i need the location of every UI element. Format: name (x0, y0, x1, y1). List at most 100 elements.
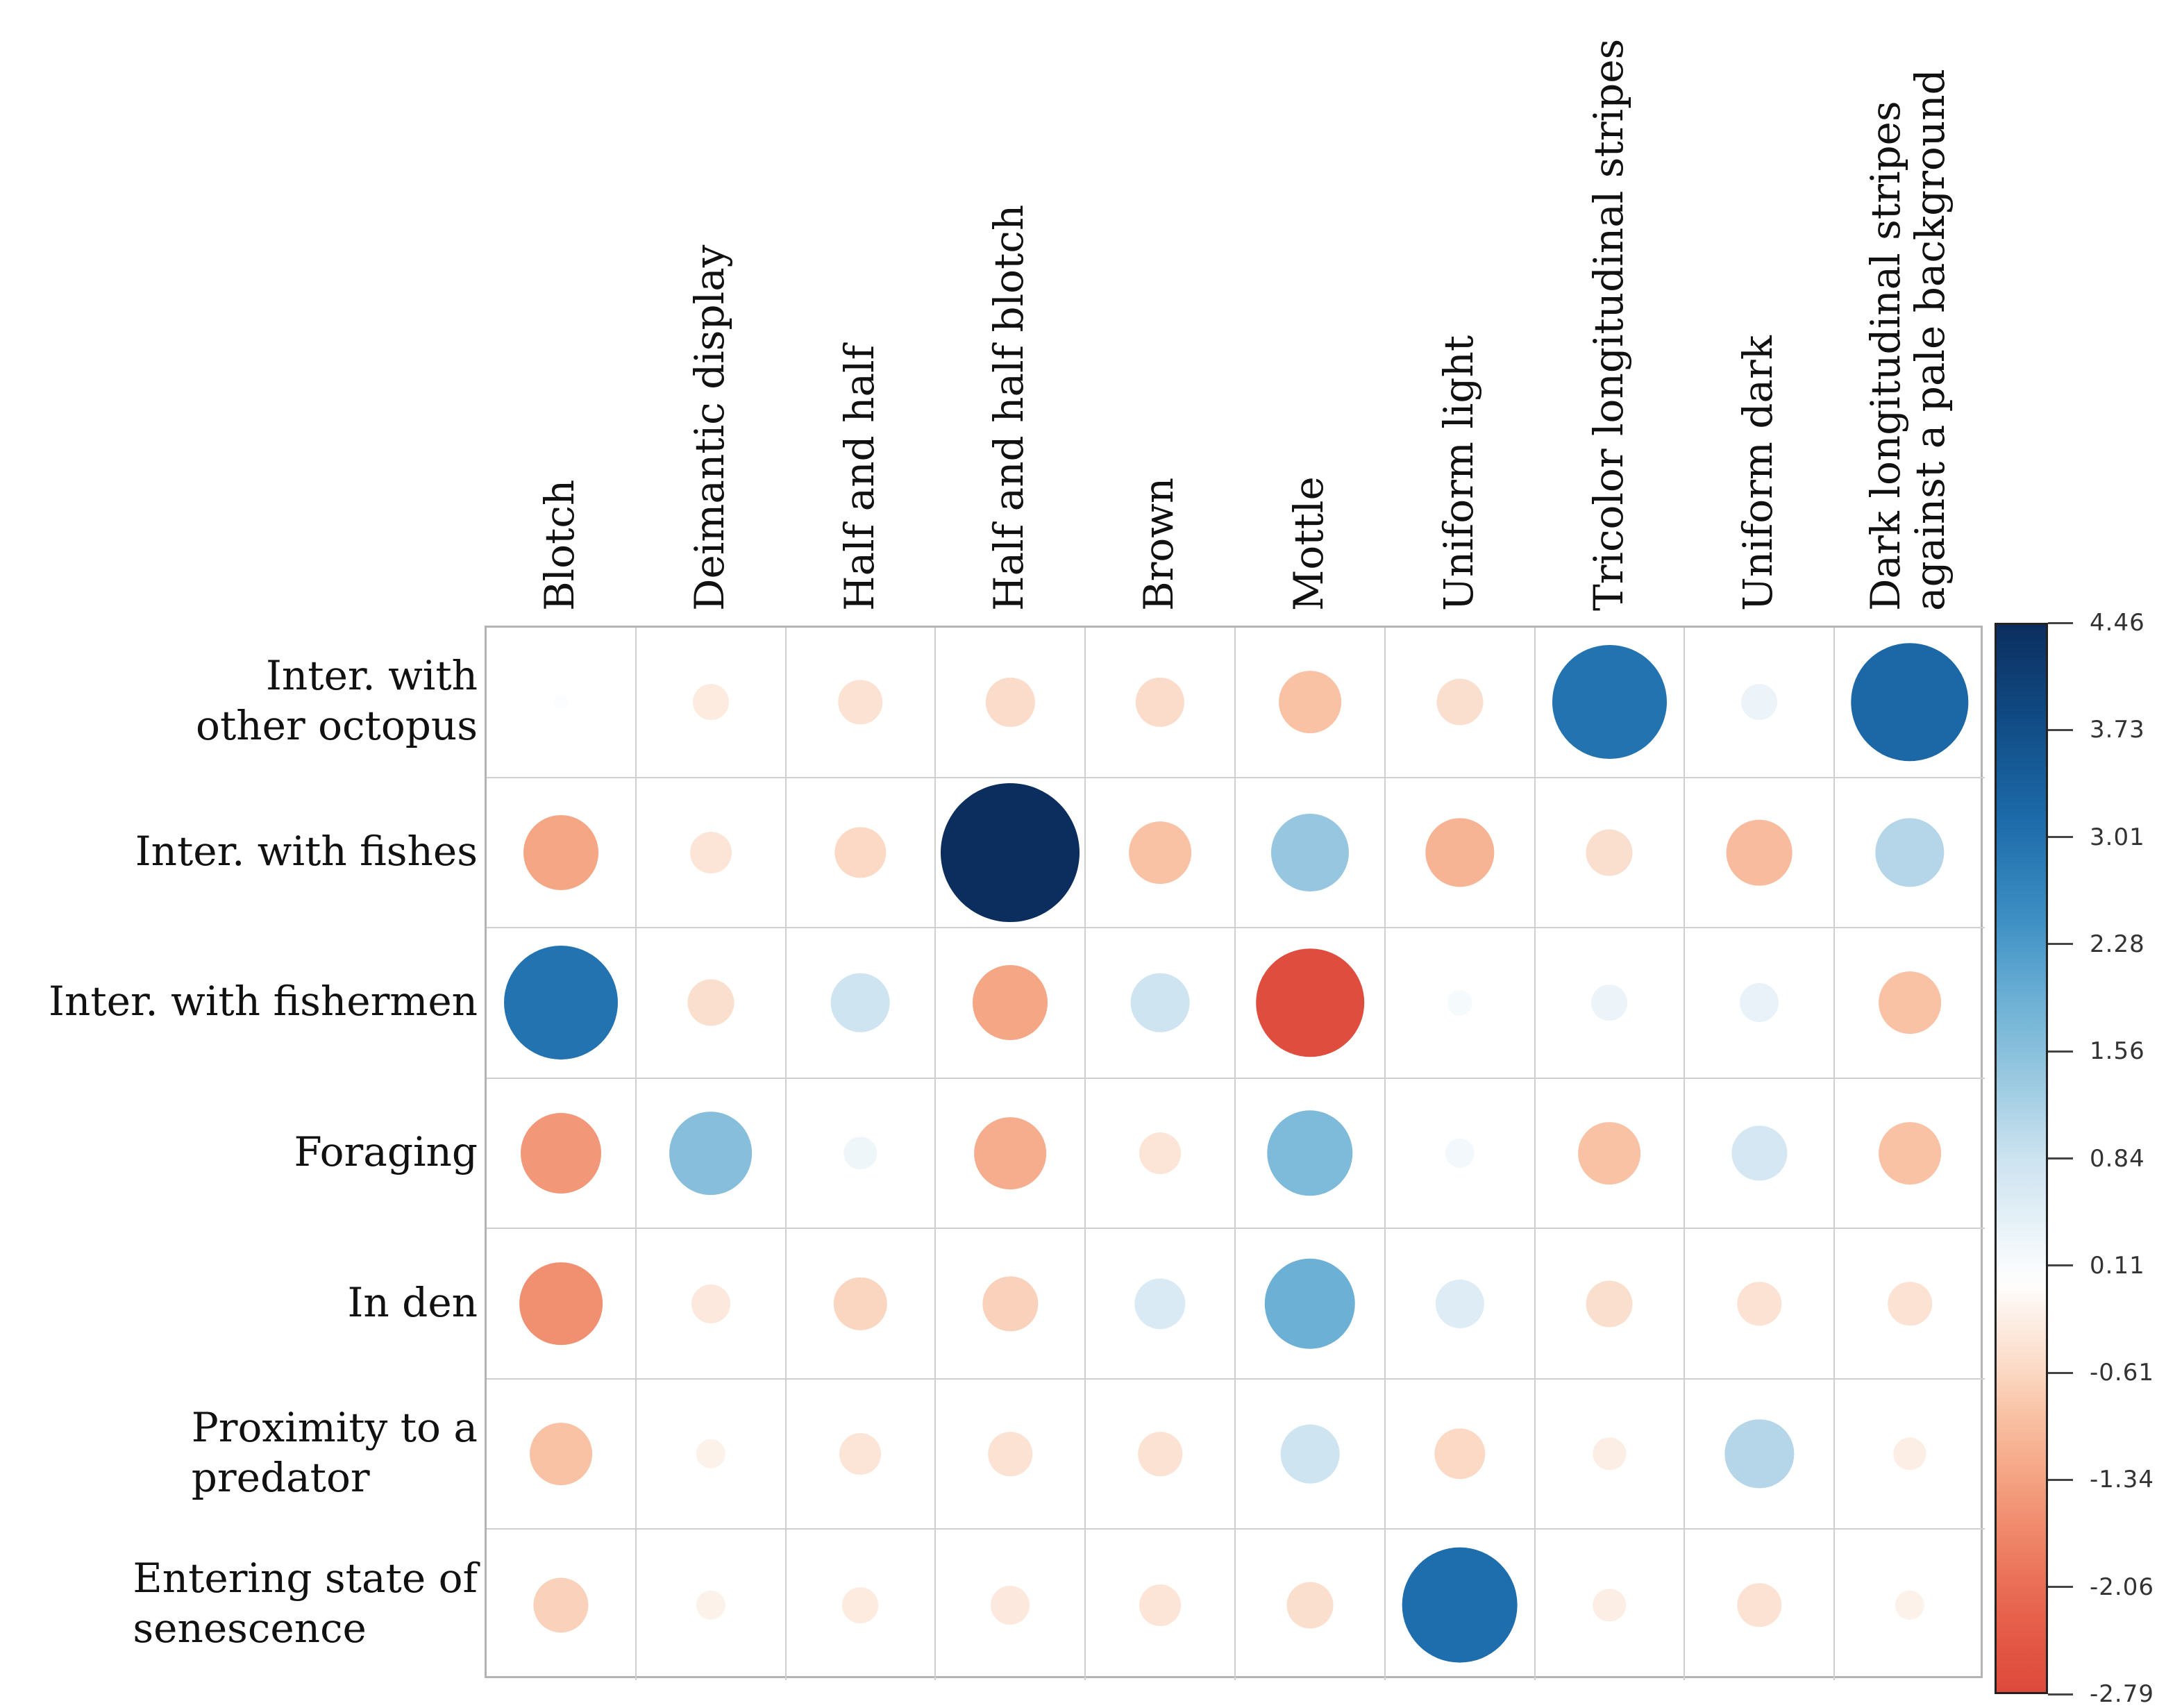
value-bubble (1435, 1279, 1484, 1328)
matrix-cell (1236, 928, 1386, 1079)
matrix-cell (636, 1078, 787, 1230)
colorbar-tick-label: 2.28 (2090, 930, 2145, 958)
value-bubble (1425, 818, 1495, 887)
value-bubble (1893, 1437, 1926, 1471)
colorbar-tick-label: -0.61 (2090, 1359, 2154, 1387)
value-bubble (1875, 818, 1945, 887)
matrix-cell (1086, 1530, 1236, 1680)
matrix-cell (1835, 928, 1985, 1079)
matrix-cell (1685, 1229, 1836, 1380)
value-bubble (1895, 1590, 1925, 1620)
colorbar-tick-label: 0.11 (2090, 1251, 2145, 1280)
matrix-cell (936, 778, 1086, 929)
value-bubble (1135, 678, 1185, 727)
matrix-cell (1685, 778, 1836, 929)
matrix-cell (636, 778, 787, 929)
matrix-cell (786, 1229, 937, 1380)
value-bubble (1138, 1432, 1182, 1476)
matrix-cell (1236, 1078, 1386, 1230)
matrix-cell (1236, 1229, 1386, 1380)
value-bubble (831, 973, 890, 1032)
matrix-cell (1385, 1078, 1536, 1230)
value-bubble (1888, 1281, 1932, 1326)
matrix-cell (487, 928, 637, 1079)
value-bubble (1879, 1122, 1941, 1184)
value-bubble (842, 1586, 879, 1623)
column-label: Mottle (1284, 476, 1332, 611)
value-bubble (843, 1137, 878, 1170)
value-bubble (1134, 1278, 1186, 1330)
value-bubble (1741, 684, 1778, 721)
matrix-cell (1685, 1379, 1836, 1530)
value-bubble (1586, 1280, 1633, 1328)
matrix-cell (487, 1229, 637, 1380)
column-label: Blotch (535, 479, 583, 611)
matrix-cell (1086, 1229, 1236, 1380)
value-bubble (1264, 1258, 1356, 1349)
colorbar-tick-mark (2048, 1586, 2073, 1589)
value-bubble (1436, 678, 1484, 726)
matrix-cell (1535, 628, 1686, 778)
matrix-cell (1835, 1530, 1985, 1680)
colorbar-tick-label: -2.79 (2090, 1680, 2154, 1708)
value-bubble (1402, 1547, 1518, 1664)
value-bubble (974, 1117, 1047, 1189)
column-label: Uniform dark (1734, 335, 1782, 611)
matrix-cell (1385, 928, 1536, 1079)
value-bubble (1129, 821, 1191, 884)
matrix-cell (1535, 928, 1686, 1079)
matrix-cell (1535, 1078, 1686, 1230)
matrix-cell (936, 1229, 1086, 1380)
matrix-cell (787, 1530, 937, 1680)
matrix-cell (1685, 1530, 1836, 1680)
matrix-grid (485, 626, 1985, 1680)
colorbar-tick-mark (2048, 1157, 2073, 1159)
value-bubble (553, 694, 569, 710)
matrix-cell (487, 1078, 637, 1230)
value-bubble (1278, 671, 1341, 734)
colorbar-tick-mark (2048, 728, 2073, 731)
matrix-cell (1086, 928, 1236, 1079)
colorbar-tick-label: -1.34 (2090, 1466, 2154, 1494)
matrix-cell (936, 1379, 1086, 1530)
colorbar-tick-mark (2048, 1371, 2073, 1374)
row-label: Inter. with fishes (135, 827, 478, 875)
value-bubble (834, 827, 887, 878)
column-label: Uniform light (1434, 335, 1482, 611)
matrix-cell (1835, 1229, 1985, 1380)
value-bubble (839, 1433, 882, 1475)
matrix-cell (1835, 1079, 1985, 1230)
value-bubble (696, 1439, 725, 1469)
column-label: Half and half blotch (985, 204, 1033, 611)
matrix-cell (936, 628, 1086, 778)
column-label: Dark longitudinal stripes against a pale… (1862, 69, 1954, 611)
colorbar-tick-label: 3.73 (2090, 716, 2145, 744)
colorbar-tick-mark (2048, 943, 2073, 946)
value-bubble (1737, 1281, 1782, 1326)
value-bubble (1591, 985, 1628, 1021)
value-bubble (1139, 1584, 1182, 1626)
value-bubble (982, 1275, 1038, 1332)
value-bubble (503, 946, 618, 1060)
value-bubble (1139, 1132, 1182, 1174)
value-bubble (1586, 829, 1633, 876)
value-bubble (1286, 1582, 1334, 1629)
colorbar-tick-mark (2048, 1264, 2073, 1267)
matrix-cell (1385, 1379, 1536, 1530)
matrix-cell (1685, 928, 1836, 1079)
matrix-cell (936, 1078, 1086, 1230)
row-label: Foraging (294, 1128, 478, 1175)
matrix-cell (786, 778, 937, 929)
value-bubble (986, 678, 1035, 727)
value-bubble (1280, 1424, 1340, 1484)
matrix-cell (786, 628, 937, 778)
value-bubble (991, 1585, 1030, 1625)
matrix-cell (1685, 1078, 1836, 1230)
value-bubble (1130, 973, 1190, 1032)
value-bubble (973, 965, 1048, 1041)
matrix-cell (487, 628, 637, 778)
value-bubble (687, 979, 734, 1026)
matrix-cell (487, 1530, 637, 1680)
matrix-cell (1086, 778, 1236, 929)
value-bubble (834, 1277, 887, 1330)
